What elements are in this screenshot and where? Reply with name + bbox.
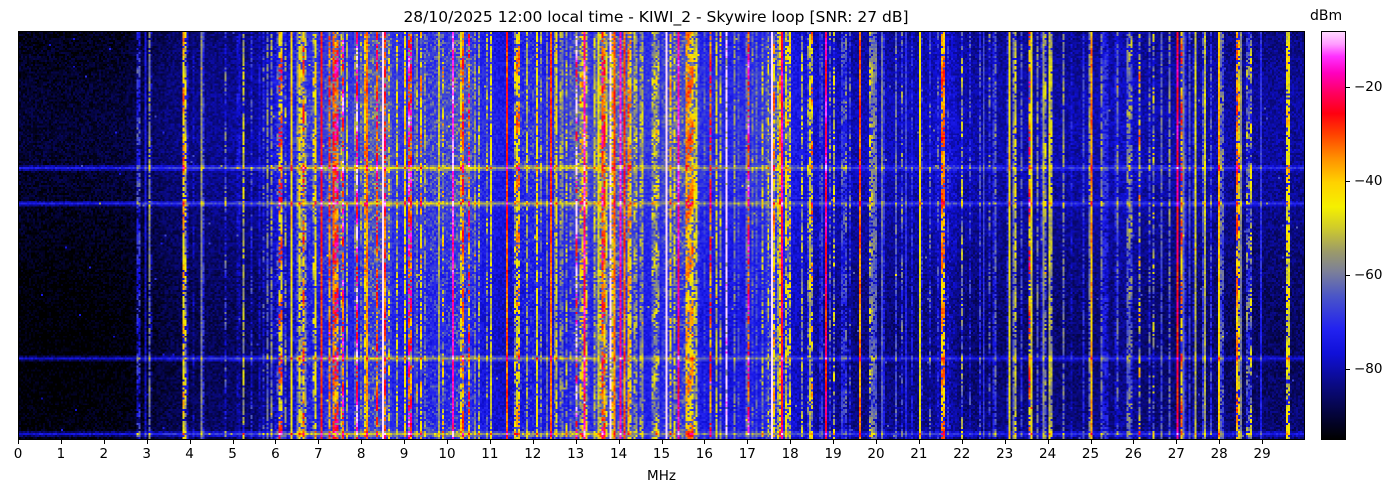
x-axis-tick-label: 19 — [824, 446, 842, 462]
x-axis-tick-label: 3 — [142, 446, 151, 462]
x-axis-tick — [275, 440, 277, 444]
x-axis-tick — [489, 440, 491, 444]
x-axis: 0 1 2 3 4 5 6 7 8 9 10 11 12 13 14 15 16 17 18 19 20 21 22 23 24… — [14, 440, 1305, 470]
colorbar-tick-label: −80 — [1354, 361, 1383, 378]
x-axis-tick — [618, 440, 620, 444]
x-axis-tick-label: 11 — [481, 446, 499, 462]
x-axis-tick-label: 15 — [652, 446, 671, 462]
spectrogram-heatmap — [19, 32, 1304, 439]
x-axis-tick — [1219, 440, 1221, 444]
x-axis-tick — [146, 440, 148, 444]
x-axis-tick — [1047, 440, 1049, 444]
x-axis-tick-label: 10 — [438, 446, 456, 462]
x-axis-tick — [1176, 440, 1178, 444]
x-axis-tick — [790, 440, 792, 444]
x-axis-tick-label: 4 — [185, 446, 194, 462]
x-axis-tick — [318, 440, 320, 444]
x-axis-tick — [661, 440, 663, 444]
colorbar-tick — [1346, 369, 1350, 371]
x-axis-tick — [918, 440, 920, 444]
x-axis-tick-label: 8 — [356, 446, 366, 462]
x-axis-tick-label: 1 — [56, 446, 66, 462]
x-axis-tick-label: 23 — [996, 446, 1014, 462]
x-axis-tick — [361, 440, 363, 444]
x-axis-tick — [232, 440, 234, 444]
colorbar — [1321, 31, 1346, 440]
x-axis-tick — [747, 440, 749, 444]
x-axis-tick-label: 6 — [271, 446, 280, 462]
colorbar-tick — [1346, 181, 1350, 183]
x-axis-tick — [704, 440, 706, 444]
x-axis-tick — [532, 440, 534, 444]
x-axis-tick-label: 5 — [228, 446, 237, 462]
x-axis-tick-label: 14 — [610, 446, 628, 462]
x-axis-tick-label: 9 — [399, 446, 409, 462]
x-axis-tick-label: 12 — [524, 446, 542, 462]
x-axis-tick — [447, 440, 448, 444]
colorbar-tick-label: −40 — [1354, 173, 1383, 190]
x-axis-tick — [961, 440, 963, 444]
x-axis-tick — [189, 440, 191, 444]
x-axis-tick — [18, 440, 19, 444]
colorbar-tick — [1346, 275, 1350, 277]
x-axis-tick-label: 25 — [1081, 446, 1100, 462]
x-axis-tick-label: 20 — [867, 446, 885, 462]
x-axis-tick — [833, 440, 835, 444]
x-axis-tick-label: 27 — [1167, 446, 1185, 462]
x-axis-tick-label: 0 — [13, 446, 23, 462]
x-axis-tick — [1262, 440, 1264, 444]
x-axis-tick-label: 24 — [1039, 446, 1057, 462]
x-axis-tick — [1004, 440, 1006, 444]
x-axis-tick-label: 18 — [781, 446, 799, 462]
x-axis-tick-label: 26 — [1124, 446, 1142, 462]
x-axis-tick-label: 22 — [953, 446, 971, 462]
colorbar-tick-label: −20 — [1354, 79, 1383, 96]
x-axis-tick-label: 13 — [567, 446, 585, 462]
x-axis-label: MHz — [647, 468, 676, 484]
x-axis-tick — [60, 440, 62, 444]
x-axis-tick-label: 7 — [314, 446, 323, 462]
colorbar-tick-label: −60 — [1354, 267, 1383, 284]
colorbar-label: dBm — [1310, 8, 1343, 24]
x-axis-tick-label: 16 — [695, 446, 713, 462]
x-axis-tick-label: 2 — [99, 446, 109, 462]
x-axis-tick — [1133, 440, 1135, 444]
x-axis-tick — [876, 440, 877, 444]
x-axis-tick — [1090, 440, 1092, 444]
x-axis-tick — [103, 440, 105, 444]
page-title: 28/10/2025 12:00 local time - KIWI_2 - S… — [403, 8, 909, 26]
x-axis-tick-label: 28 — [1210, 446, 1228, 462]
x-axis-tick — [575, 440, 577, 444]
colorbar-tick — [1346, 87, 1350, 89]
x-axis-tick — [404, 440, 406, 444]
spectrogram-plot-area[interactable] — [18, 31, 1305, 440]
x-axis-tick-label: 21 — [910, 446, 928, 462]
x-axis-tick-label: 29 — [1253, 446, 1271, 462]
x-axis-tick-label: 17 — [738, 446, 756, 462]
